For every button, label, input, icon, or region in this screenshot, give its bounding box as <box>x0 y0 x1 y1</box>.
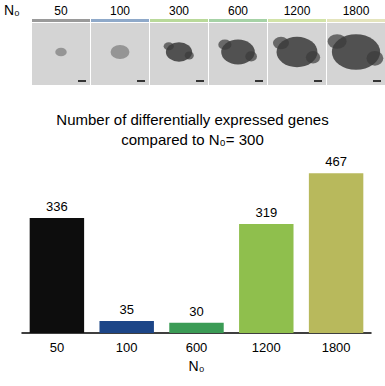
svg-text:467: 467 <box>325 154 347 169</box>
svg-text:100: 100 <box>116 340 138 355</box>
svg-text:1200: 1200 <box>252 340 281 355</box>
svg-text:compared to N₀= 300: compared to N₀= 300 <box>121 131 264 148</box>
svg-text:319: 319 <box>255 205 277 220</box>
svg-text:30: 30 <box>189 304 203 319</box>
svg-text:N₀: N₀ <box>189 358 205 374</box>
svg-text:1800: 1800 <box>343 4 370 18</box>
svg-text:600: 600 <box>186 340 208 355</box>
svg-text:1800: 1800 <box>322 340 351 355</box>
svg-text:Number of differentially expre: Number of differentially expressed genes <box>56 111 328 128</box>
svg-text:35: 35 <box>119 302 133 317</box>
svg-text:100: 100 <box>110 4 130 18</box>
svg-text:336: 336 <box>46 199 68 214</box>
svg-text:600: 600 <box>228 4 248 18</box>
svg-text:50: 50 <box>54 4 68 18</box>
svg-text:50: 50 <box>50 340 64 355</box>
svg-text:300: 300 <box>169 4 189 18</box>
svg-text:N₀: N₀ <box>4 2 20 18</box>
svg-text:1200: 1200 <box>284 4 311 18</box>
